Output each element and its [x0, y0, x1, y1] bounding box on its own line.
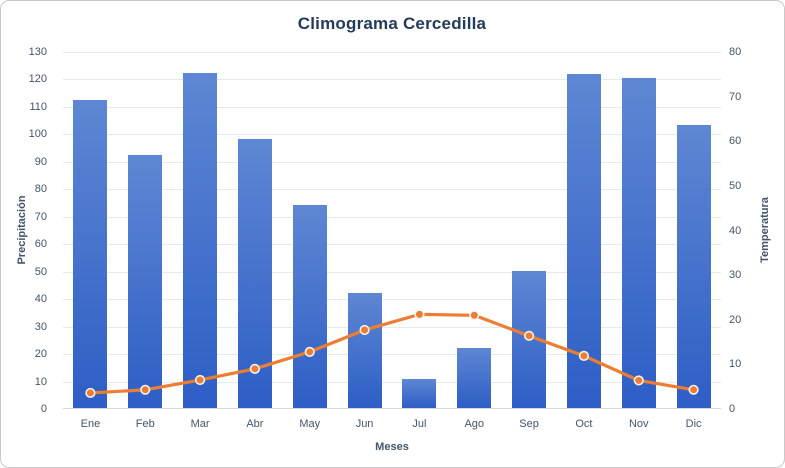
right-axis-tick: 10 — [729, 358, 742, 371]
right-axis-tick: 0 — [729, 403, 736, 415]
left-axis-tick: 40 — [34, 293, 47, 306]
gridline — [63, 216, 721, 218]
month-label-feb: Feb — [135, 418, 155, 430]
right-axis-tick: 80 — [729, 46, 742, 58]
left-axis-tick: 0 — [40, 403, 47, 415]
precip-bar-ago — [457, 347, 492, 408]
left-axis-tick: 50 — [34, 265, 47, 278]
left-axis-tick: 10 — [34, 375, 47, 388]
left-axis-tick: 120 — [28, 73, 47, 86]
precip-bar-ene — [73, 100, 108, 408]
month-label-jun: Jun — [355, 418, 374, 430]
month-label-ene: Ene — [80, 418, 101, 430]
month-label-oct: Oct — [575, 418, 593, 430]
month-label-jul: Jul — [412, 418, 427, 430]
left-axis-tick: 60 — [34, 238, 47, 251]
temperature-line — [88, 312, 696, 395]
temp-point-mar — [194, 374, 206, 386]
gridline — [63, 381, 721, 383]
temp-point-may — [304, 346, 315, 357]
temp-point-nov — [633, 375, 644, 386]
right-axis-tick: 40 — [729, 224, 742, 237]
temp-point-ene — [85, 387, 96, 399]
left-axis-tick: 90 — [34, 155, 47, 168]
temp-point-ago — [469, 310, 480, 321]
gridline — [63, 244, 721, 246]
temp-point-sep — [523, 330, 535, 341]
precip-bar-mar — [183, 72, 218, 408]
gridline — [63, 326, 721, 328]
left-axis-tick: 100 — [28, 128, 47, 141]
month-label-sep: Sep — [519, 418, 539, 430]
right-axis-tick: 70 — [729, 90, 742, 103]
precip-bar-abr — [237, 138, 272, 408]
precip-bar-dic — [676, 125, 711, 408]
chart-title: Climograma Cercedilla — [297, 14, 487, 33]
month-label-may: May — [299, 418, 321, 430]
month-label-nov: Nov — [628, 418, 649, 430]
temp-point-jun — [359, 324, 370, 336]
precip-bar-may — [292, 204, 327, 408]
month-label-ago: Ago — [464, 418, 485, 430]
gridline — [63, 79, 721, 81]
left-axis-tick: 30 — [34, 320, 47, 333]
temp-point-jul — [414, 309, 425, 320]
gridline — [63, 354, 721, 356]
gridline — [63, 299, 721, 301]
temperature-line-layer — [85, 309, 699, 399]
temp-point-feb — [140, 384, 151, 395]
gridline — [63, 271, 721, 273]
precip-bar-jun — [347, 292, 382, 408]
right-axis-tick: 50 — [729, 179, 742, 192]
month-label-mar: Mar — [190, 418, 210, 430]
temp-point-abr — [249, 363, 261, 374]
gridline — [63, 52, 721, 53]
x-axis-category-labels: Ene Feb Mar Abr May Jun Jul Ago Sep Oct Nov Dic — [63, 418, 721, 434]
gridline — [63, 106, 721, 108]
precip-bar-jul — [402, 379, 437, 408]
x-axis-title: Meses — [375, 441, 409, 453]
gridline — [63, 161, 721, 163]
month-label-dic: Dic — [685, 418, 702, 430]
temp-point-dic — [688, 384, 699, 395]
right-axis-tick-labels: 0 10 20 30 40 50 60 70 80 — [729, 46, 779, 415]
gridline — [63, 189, 721, 191]
gridline — [63, 134, 721, 136]
left-axis-tick: 80 — [34, 183, 47, 196]
left-axis-tick: 20 — [34, 348, 47, 361]
left-axis-tick: 70 — [34, 210, 47, 223]
left-axis-tick: 130 — [28, 46, 47, 58]
right-axis-tick: 20 — [729, 313, 742, 326]
right-axis-tick: 60 — [729, 135, 742, 148]
precip-bar-feb — [128, 155, 163, 408]
precip-bar-nov — [621, 78, 656, 408]
temp-point-oct — [578, 350, 590, 361]
right-axis-tick: 30 — [729, 269, 742, 282]
left-axis-tick-labels: 0 10 20 30 40 50 60 70 80 90 100 110 120 130 — [1, 46, 55, 415]
month-label-abr: Abr — [246, 418, 264, 430]
plot-area — [63, 52, 721, 409]
left-axis-tick: 110 — [29, 100, 47, 113]
